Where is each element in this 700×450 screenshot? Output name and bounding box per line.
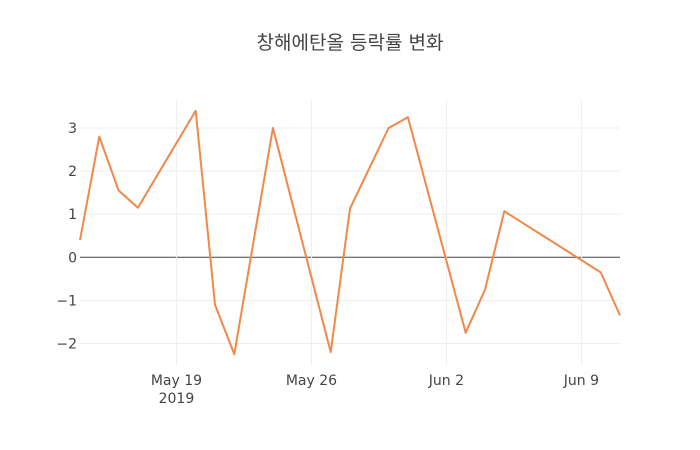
- data-point: [212, 302, 218, 308]
- grid-lines: [80, 100, 620, 365]
- series-line: [79, 109, 621, 356]
- data-point: [617, 312, 623, 318]
- x-tick-label: May 26: [286, 373, 337, 389]
- data-point: [96, 134, 102, 140]
- y-tick-label: 2: [68, 164, 77, 180]
- y-tick-label: 3: [68, 121, 77, 137]
- x-tick-label: Jun 2: [428, 373, 464, 389]
- plot-area: [77, 108, 623, 357]
- x-tick-sublabel: 2019: [159, 391, 195, 407]
- data-point: [77, 237, 83, 243]
- data-point: [231, 351, 237, 357]
- axes: −2 −1 0 1 2 3 May 19 2019 May 26 Jun 2 Jun 9: [56, 121, 599, 407]
- data-point: [501, 208, 507, 214]
- data-point: [193, 108, 199, 114]
- data-point: [386, 125, 392, 131]
- y-tick-label: −2: [56, 336, 77, 352]
- chart-title: 창해에탄올 등락률 변화: [257, 32, 444, 54]
- y-tick-label: 1: [68, 207, 77, 223]
- data-point: [135, 205, 141, 211]
- y-tick-label: 0: [68, 250, 77, 266]
- x-tick-label: May 19: [151, 373, 202, 389]
- data-point: [270, 125, 276, 131]
- data-point: [598, 269, 604, 275]
- data-point: [328, 349, 334, 355]
- x-tick-label: Jun 9: [563, 373, 599, 389]
- data-point: [116, 187, 122, 193]
- data-point: [463, 330, 469, 336]
- y-tick-label: −1: [56, 293, 77, 309]
- data-point: [405, 114, 411, 120]
- data-point: [482, 287, 488, 293]
- data-point: [347, 206, 353, 212]
